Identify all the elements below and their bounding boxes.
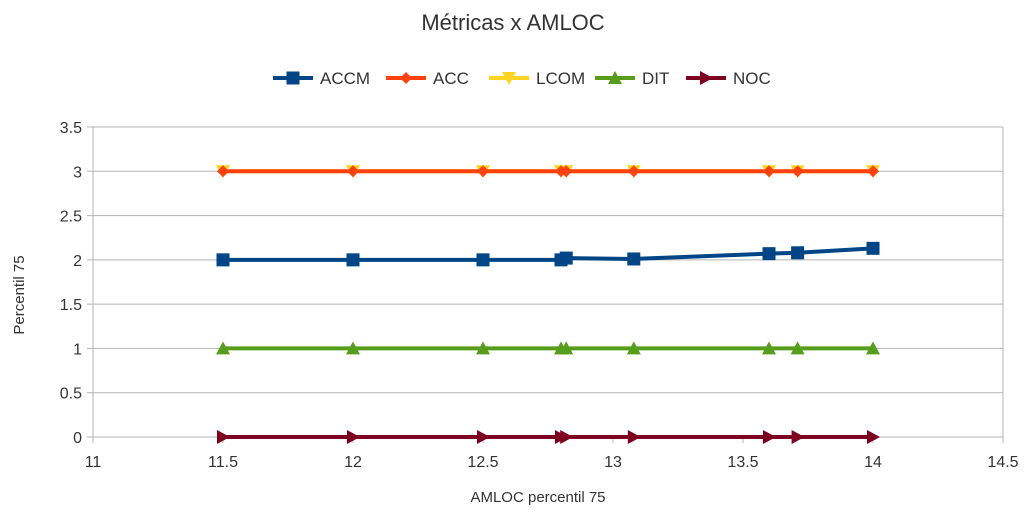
data-point-accm (559, 251, 573, 265)
data-point-dit (626, 341, 641, 355)
legend-marker-dit (608, 71, 622, 84)
data-point-dit (559, 341, 574, 355)
x-tick-label: 13.5 (727, 454, 758, 471)
y-tick-label: 0 (73, 430, 82, 447)
data-point-noc (560, 430, 574, 444)
x-tick-label: 14.5 (987, 454, 1018, 471)
y-tick-label: 3 (73, 164, 82, 181)
data-point-acc (791, 165, 804, 178)
legend-item-acc: ACC (386, 69, 469, 88)
data-point-acc (217, 165, 229, 178)
x-tick-label: 12 (344, 454, 362, 471)
data-point-acc (763, 165, 775, 178)
data-point-acc (627, 165, 640, 178)
legend-label-lcom: LCOM (536, 69, 585, 88)
x-tick-label: 12.5 (467, 454, 498, 471)
legend-item-lcom: LCOM (489, 69, 585, 88)
axes: 00.511.522.533.511 11.5 12 12.5 13 13.5 14 14.5 (60, 120, 1019, 471)
data-point-accm (476, 253, 490, 267)
y-tick-label: 3.5 (60, 120, 82, 137)
series-acc (217, 165, 879, 178)
x-axis-label: AMLOC percentil 75 (470, 489, 605, 506)
data-point-noc (347, 430, 360, 444)
data-point-accm (346, 253, 360, 267)
data-point-acc (560, 165, 573, 178)
data-point-dit (346, 341, 360, 355)
data-point-noc (477, 430, 490, 444)
data-point-dit (216, 341, 230, 355)
series-noc (217, 430, 880, 444)
legend-label-noc: NOC (733, 69, 771, 88)
y-tick-label: 2 (73, 253, 82, 270)
data-point-accm (762, 247, 776, 261)
y-tick-label: 0.5 (60, 386, 82, 403)
legend-label-acc: ACC (433, 69, 469, 88)
data-point-accm (791, 246, 805, 260)
data-point-noc (791, 430, 805, 444)
x-tick-label: 14 (864, 454, 882, 471)
data-point-dit (762, 341, 776, 355)
data-point-dit (866, 341, 880, 355)
legend-item-accm: ACCM (273, 69, 370, 88)
data-point-acc (477, 165, 489, 178)
y-tick-label: 1 (73, 341, 82, 358)
series-accm (216, 241, 880, 267)
data-point-accm (627, 252, 641, 266)
data-point-accm (216, 253, 230, 267)
x-tick-label: 11 (85, 454, 102, 471)
legend-label-dit: DIT (642, 69, 669, 88)
y-tick-label: 1.5 (60, 297, 82, 314)
data-point-dit (476, 341, 490, 355)
x-tick-label: 11.5 (208, 454, 238, 471)
x-tick-label: 13 (604, 454, 622, 471)
y-axis-label: Percentil 75 (11, 255, 28, 334)
legend-label-accm: ACCM (320, 69, 370, 88)
data-point-noc (763, 430, 776, 444)
legend: ACCM ACC LCOM DIT NOC (273, 69, 771, 88)
legend-marker-acc (400, 72, 412, 84)
data-point-noc (627, 430, 641, 444)
data-point-dit (790, 341, 805, 355)
y-tick-label: 2.5 (60, 209, 82, 226)
legend-item-noc: NOC (686, 69, 771, 88)
legend-item-dit: DIT (595, 69, 669, 88)
chart-title: Métricas x AMLOC (421, 10, 604, 35)
data-point-noc (867, 430, 880, 444)
series-dit (216, 341, 880, 355)
data-point-acc (347, 165, 359, 178)
legend-marker-lcom (502, 72, 516, 85)
legend-marker-accm (286, 71, 300, 85)
data-point-noc (217, 430, 230, 444)
data-point-acc (867, 165, 879, 178)
data-point-accm (866, 241, 880, 255)
series-layer (216, 165, 880, 444)
legend-marker-noc (700, 71, 713, 85)
